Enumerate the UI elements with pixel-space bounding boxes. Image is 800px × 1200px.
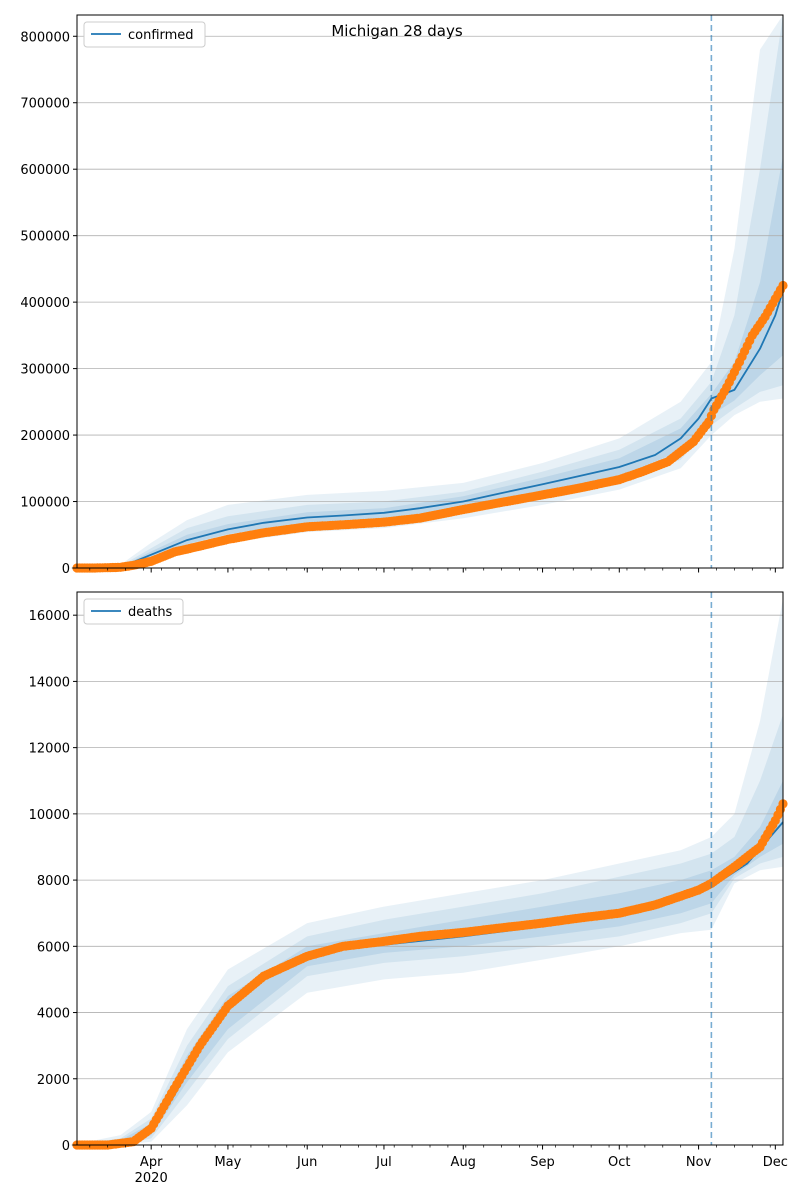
y-tick-label: 300000 — [20, 363, 70, 378]
confirmed-legend-label: confirmed — [128, 28, 194, 43]
x-tick-label: Jul — [375, 1155, 392, 1170]
deaths-legend: deaths — [83, 598, 184, 625]
deaths-legend-box — [83, 598, 184, 625]
x-tick-label: Apr — [140, 1155, 163, 1170]
x-tick-label: Nov — [686, 1155, 712, 1170]
x-tick-label: 2020 — [135, 1171, 168, 1186]
confirmed-panel: 0 100000 200000 300000 400000 500000 600000 700… — [20, 14, 788, 577]
deaths-legend-label: deaths — [128, 605, 173, 620]
confirmed-model-line-group — [71, 289, 784, 569]
x-tick-label: Sep — [530, 1155, 555, 1170]
y-tick-label: 100000 — [20, 496, 70, 511]
y-tick-label: 8000 — [37, 874, 70, 889]
uncertainty-band-middle — [71, 714, 783, 1145]
deaths-observed-points — [72, 799, 788, 1150]
y-tick-label: 4000 — [37, 1007, 70, 1022]
y-tick-label: 500000 — [20, 230, 70, 245]
x-tick-label: Dec — [763, 1155, 788, 1170]
x-tick-label: May — [214, 1155, 241, 1170]
x-tick-label: Oct — [608, 1155, 630, 1170]
chart-title: Michigan 28 days — [331, 22, 462, 40]
confirmed-x-ticks — [89, 568, 776, 573]
confirmed-uncertainty-bands — [71, 15, 783, 568]
y-tick-label: 10000 — [29, 808, 70, 823]
confirmed-model-line — [71, 289, 784, 569]
uncertainty-band-inner — [71, 155, 783, 568]
y-tick-label: 6000 — [37, 940, 70, 955]
y-tick-label: 14000 — [29, 675, 70, 690]
x-tick-label: Jun — [296, 1155, 317, 1170]
y-tick-label: 12000 — [29, 742, 70, 757]
confirmed-y-ticks: 0 100000 200000 300000 400000 500000 600000 700… — [20, 30, 77, 577]
y-tick-label: 2000 — [37, 1073, 70, 1088]
confirmed-legend: confirmed — [83, 21, 206, 48]
y-tick-label: 700000 — [20, 97, 70, 112]
deaths-y-ticks: 0 2000 4000 6000 8000 10000 12000 14000 16000 — [29, 609, 77, 1154]
deaths-panel: 0 2000 4000 6000 8000 10000 12000 14000 16000 Ap… — [29, 591, 788, 1186]
x-tick-label: Aug — [451, 1155, 476, 1170]
confirmed-observed-points — [72, 280, 788, 573]
y-tick-label: 0 — [62, 562, 70, 577]
uncertainty-band-outer — [71, 598, 783, 1145]
deaths-uncertainty-bands — [71, 598, 783, 1145]
confirmed-legend-box — [83, 21, 206, 48]
y-tick-label: 200000 — [20, 429, 70, 444]
y-tick-label: 600000 — [20, 163, 70, 178]
y-tick-label: 400000 — [20, 296, 70, 311]
y-tick-label: 16000 — [29, 609, 70, 624]
y-tick-label: 0 — [62, 1139, 70, 1154]
y-tick-label: 800000 — [20, 30, 70, 45]
